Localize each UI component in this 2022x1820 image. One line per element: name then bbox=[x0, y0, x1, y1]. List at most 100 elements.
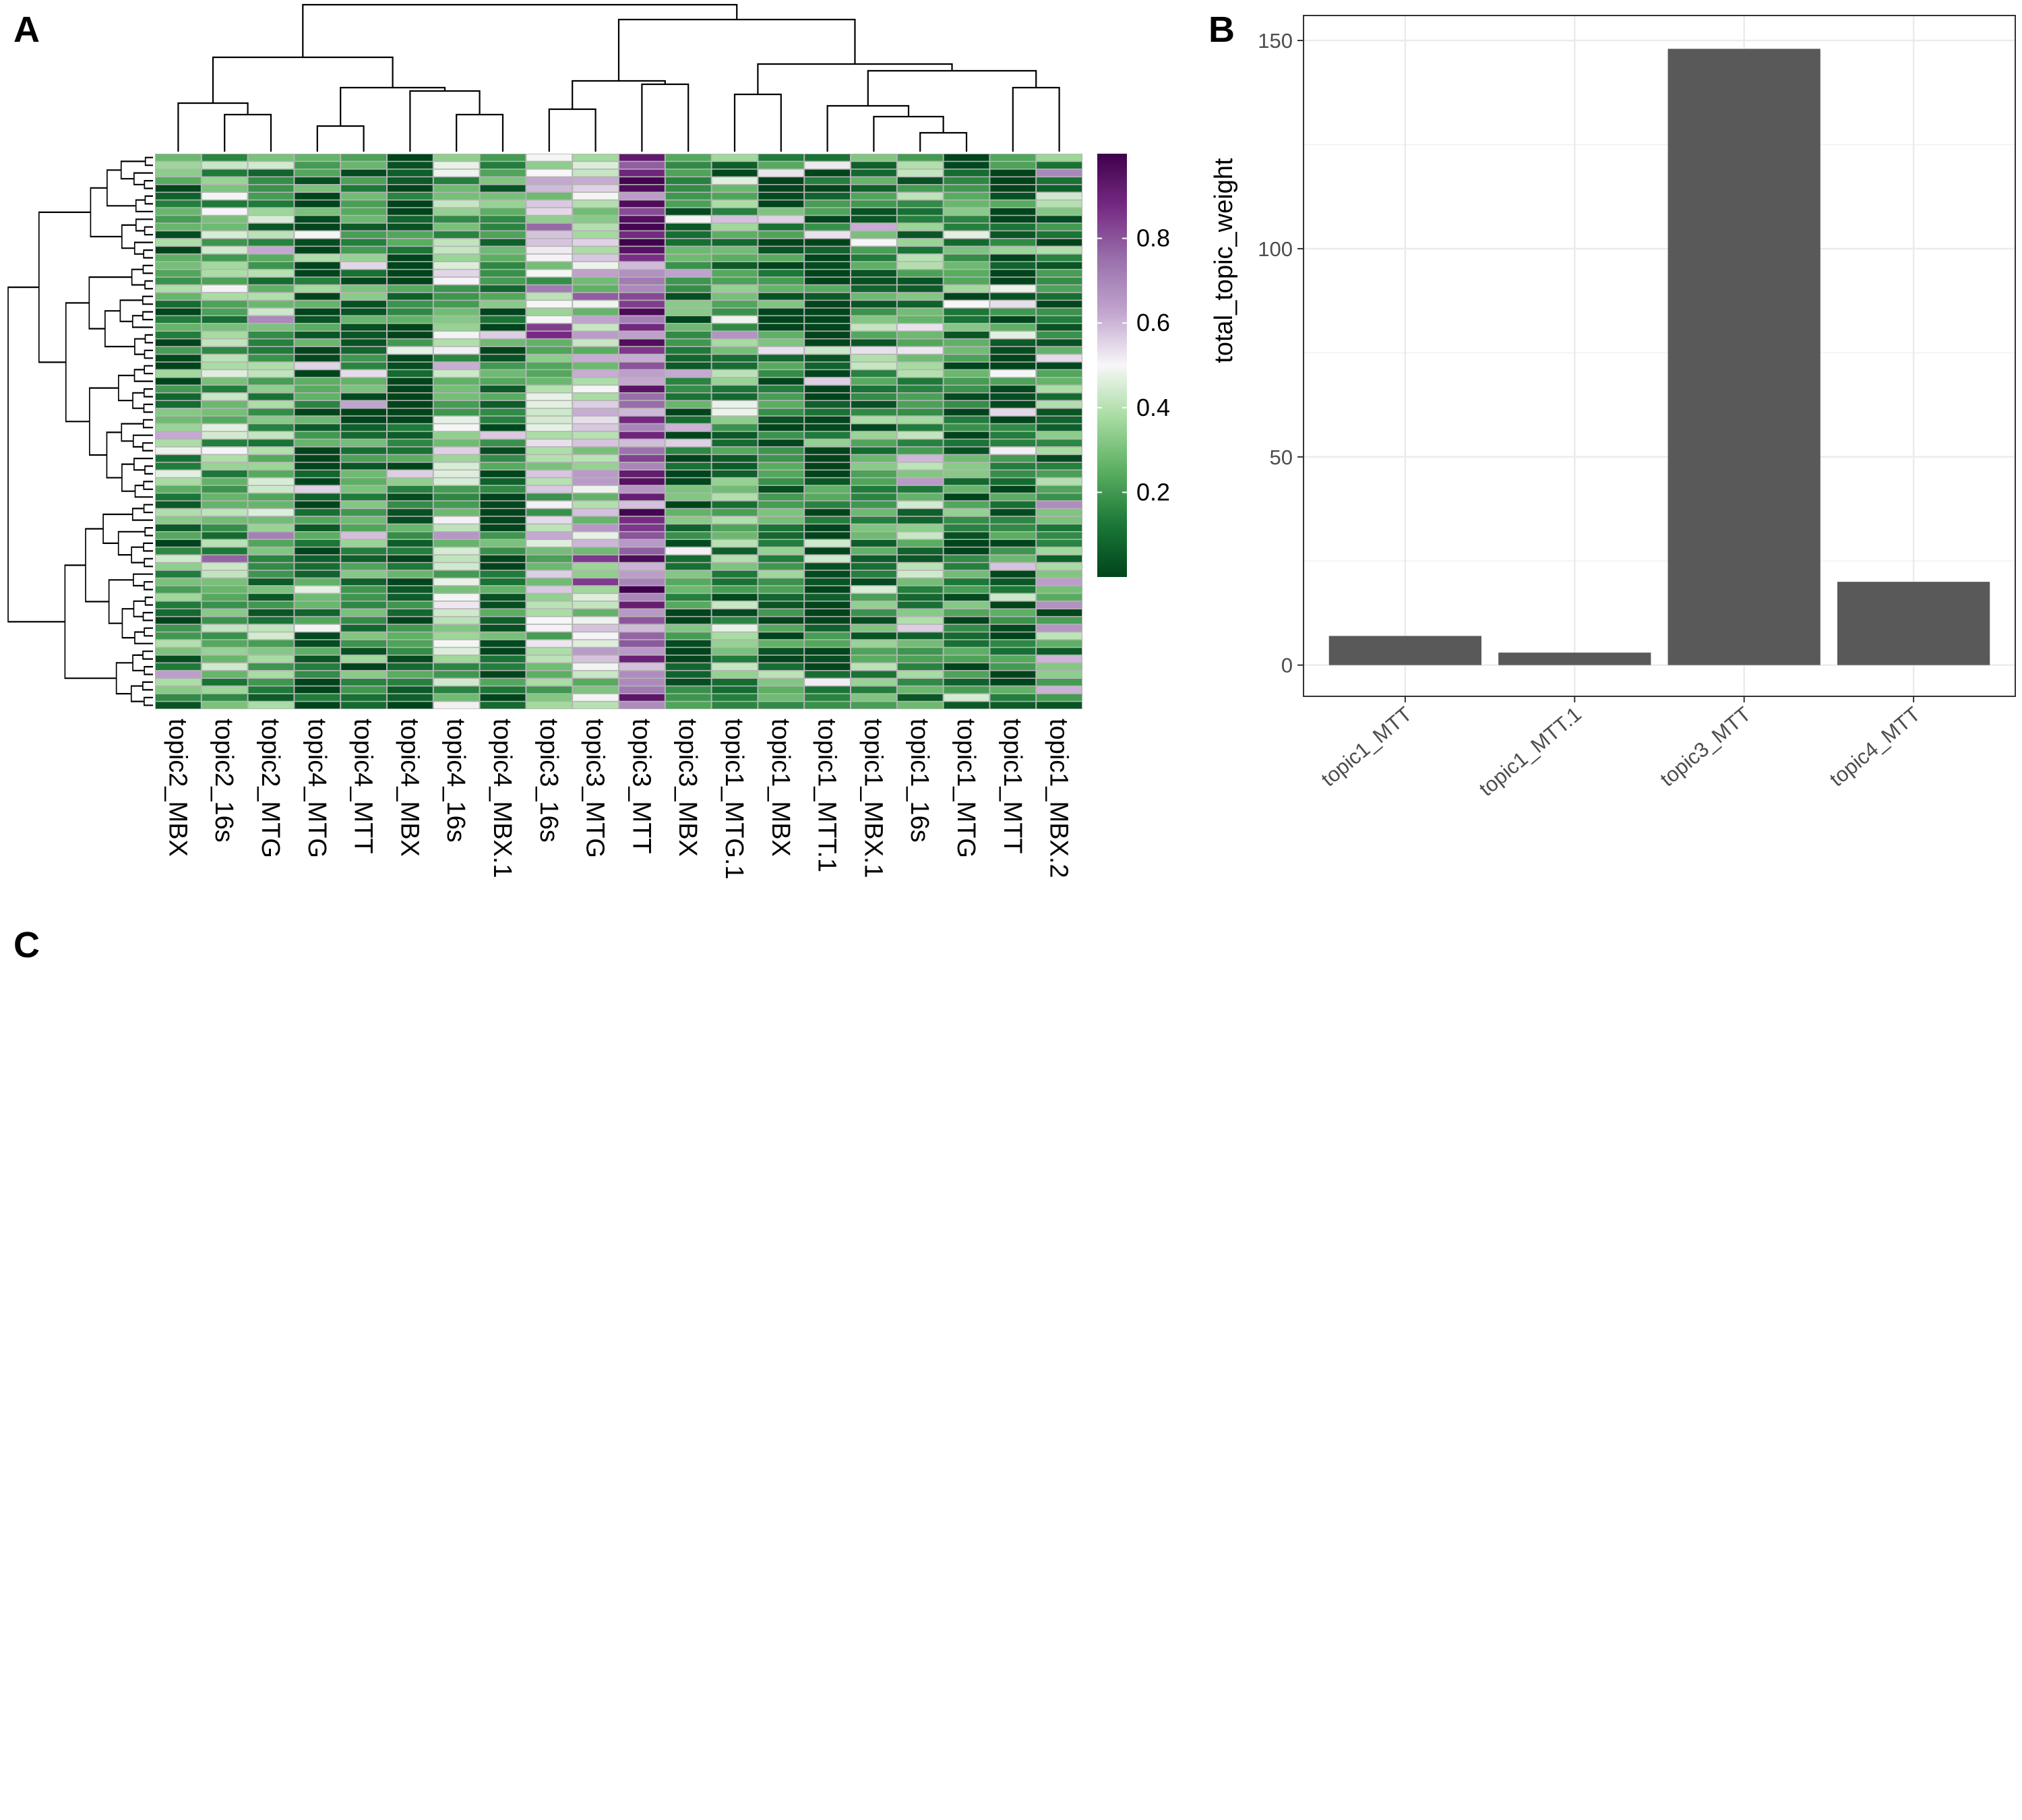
heatmap-cell bbox=[573, 301, 618, 308]
heatmap-cell bbox=[665, 601, 711, 609]
heatmap-cell bbox=[295, 540, 340, 547]
heatmap-cell bbox=[388, 478, 433, 485]
heatmap-cell bbox=[433, 509, 479, 516]
heatmap-cell bbox=[897, 308, 943, 315]
heatmap-cell bbox=[388, 609, 433, 616]
heatmap-cell bbox=[480, 277, 526, 284]
heatmap-cell bbox=[526, 270, 572, 277]
color-legend: 0.20.40.60.8 bbox=[1097, 154, 1170, 577]
heatmap-cell bbox=[712, 455, 758, 462]
heatmap-cell bbox=[341, 162, 386, 169]
heatmap-cell bbox=[248, 431, 294, 439]
heatmap-cell bbox=[944, 702, 989, 709]
heatmap-cell bbox=[944, 624, 989, 632]
heatmap-cell bbox=[341, 370, 386, 377]
heatmap-cell bbox=[433, 540, 479, 547]
heatmap-cell bbox=[1037, 686, 1082, 694]
heatmap-cell bbox=[758, 586, 804, 593]
heatmap-cell bbox=[295, 301, 340, 308]
heatmap-cell bbox=[341, 262, 386, 269]
heatmap-cell bbox=[851, 239, 896, 246]
heatmap-cell bbox=[388, 332, 433, 338]
heatmap-cell bbox=[526, 416, 572, 423]
heatmap-cell bbox=[619, 239, 665, 246]
heatmap-cell bbox=[619, 578, 665, 586]
heatmap-cell bbox=[295, 447, 340, 454]
heatmap-cell bbox=[758, 624, 804, 632]
heatmap-cell bbox=[573, 223, 618, 231]
heatmap-cell bbox=[1037, 555, 1082, 562]
heatmap-cell bbox=[573, 648, 618, 655]
heatmap-cell bbox=[526, 578, 572, 586]
heatmap-cell bbox=[758, 339, 804, 346]
heatmap-cell bbox=[433, 578, 479, 586]
heatmap-cell bbox=[248, 586, 294, 593]
heatmap-cell bbox=[526, 177, 572, 184]
heatmap-cell bbox=[388, 208, 433, 215]
heatmap-cell bbox=[1037, 455, 1082, 462]
heatmap-cell bbox=[712, 655, 758, 663]
dendrogram-branch bbox=[144, 280, 154, 290]
heatmap-cell bbox=[156, 563, 201, 570]
heatmap-cell bbox=[388, 416, 433, 423]
heatmap-cell bbox=[944, 332, 989, 338]
heatmap-cell bbox=[758, 524, 804, 531]
heatmap-cell bbox=[944, 594, 989, 601]
heatmap-cell bbox=[433, 377, 479, 385]
heatmap-cell bbox=[619, 648, 665, 655]
heatmap-cell bbox=[712, 648, 758, 655]
heatmap-cell bbox=[990, 247, 1036, 253]
heatmap-cell bbox=[758, 648, 804, 655]
column-dendrogram bbox=[177, 3, 1060, 152]
heatmap-cell bbox=[526, 200, 572, 208]
heatmap-cell bbox=[665, 532, 711, 539]
heatmap-cell bbox=[156, 439, 201, 447]
heatmap-cell bbox=[526, 563, 572, 570]
heatmap-cell bbox=[851, 516, 896, 524]
heatmap-cell bbox=[248, 154, 294, 161]
heatmap-cell bbox=[202, 694, 247, 701]
heatmap-cell bbox=[851, 493, 896, 501]
heatmap-cell bbox=[897, 648, 943, 655]
heatmap-cell bbox=[433, 555, 479, 562]
heatmap-cell bbox=[805, 254, 850, 262]
heatmap-cell bbox=[388, 462, 433, 470]
heatmap-cell bbox=[712, 254, 758, 262]
heatmap-cell bbox=[295, 262, 340, 269]
heatmap-cell bbox=[758, 686, 804, 694]
heatmap-cell bbox=[851, 640, 896, 647]
heatmap-cell bbox=[248, 316, 294, 323]
heatmap-cell bbox=[388, 532, 433, 539]
heatmap-cell bbox=[480, 370, 526, 377]
heatmap-cell bbox=[758, 254, 804, 262]
heatmap-cell bbox=[665, 547, 711, 555]
heatmap-cell bbox=[897, 293, 943, 300]
heatmap-cell bbox=[665, 702, 711, 709]
heatmap-cell bbox=[388, 231, 433, 239]
heatmap-cell bbox=[480, 285, 526, 293]
heatmap-cell bbox=[295, 524, 340, 531]
heatmap-cell bbox=[990, 223, 1036, 231]
heatmap-cell bbox=[248, 478, 294, 485]
heatmap-cell bbox=[202, 231, 247, 239]
heatmap-cell bbox=[990, 293, 1036, 300]
heatmap-cell bbox=[480, 609, 526, 616]
heatmap-cell bbox=[573, 462, 618, 470]
heatmap-cell bbox=[758, 177, 804, 184]
heatmap-cell bbox=[1037, 679, 1082, 686]
heatmap-cell bbox=[573, 324, 618, 331]
heatmap-cell bbox=[573, 362, 618, 369]
heatmap-cell bbox=[712, 594, 758, 601]
heatmap-cell bbox=[665, 370, 711, 377]
heatmap-cell bbox=[573, 424, 618, 431]
heatmap-cell bbox=[712, 478, 758, 485]
heatmap-cell bbox=[944, 609, 989, 616]
dendrogram-branch bbox=[121, 224, 136, 249]
heatmap-cell bbox=[433, 223, 479, 231]
heatmap-cell bbox=[665, 447, 711, 454]
color-legend-ticks: 0.20.40.60.8 bbox=[1097, 224, 1170, 506]
heatmap-cell bbox=[202, 462, 247, 470]
heatmap-cell bbox=[295, 648, 340, 655]
heatmap-cell bbox=[665, 270, 711, 277]
heatmap-cell bbox=[295, 594, 340, 601]
